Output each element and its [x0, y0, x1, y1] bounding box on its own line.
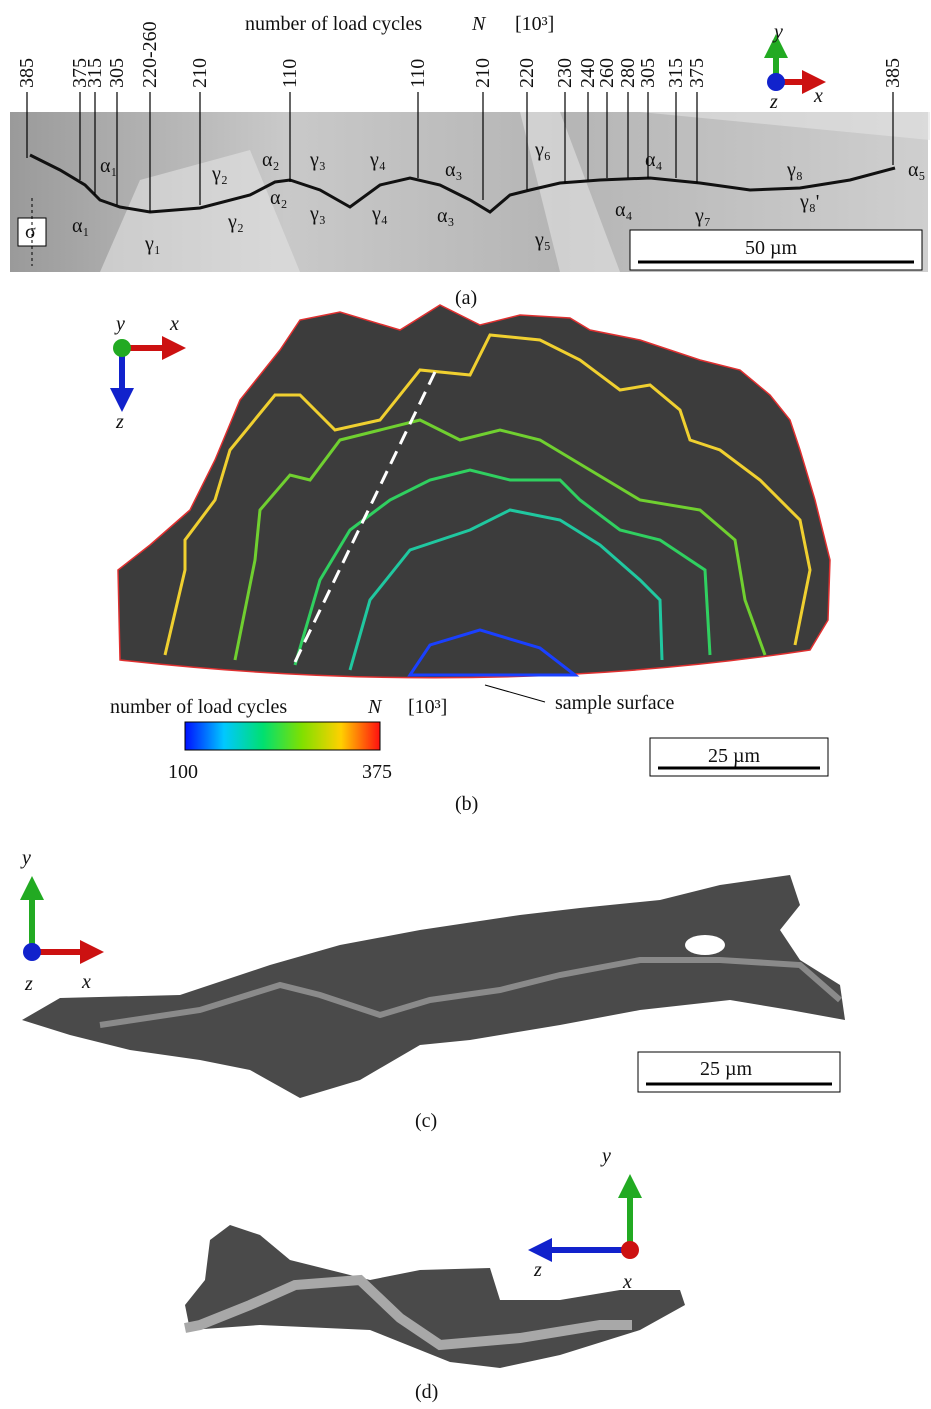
figure: number of load cyclesN[10³]3853753153052… — [0, 0, 931, 1409]
axis-label: z — [769, 91, 778, 113]
cycle-label: 220 — [516, 58, 538, 88]
cycle-label: 210 — [189, 58, 211, 88]
scale-bar-label: 50 µm — [745, 237, 798, 259]
phase-label: α₂ — [262, 149, 279, 171]
cycle-label: 305 — [637, 58, 659, 88]
cycle-label: 315 — [665, 58, 687, 88]
phase-label: γ₄ — [369, 149, 386, 171]
phase-label: α₃ — [437, 205, 454, 227]
phase-label: γ₇ — [694, 205, 711, 227]
phase-label: α₂ — [270, 187, 287, 209]
axis-label: y — [114, 313, 125, 335]
phase-label: γ₂ — [227, 211, 244, 233]
phase-label: γ₈ — [786, 159, 803, 181]
stress-label: σ — [25, 221, 36, 243]
panel-label: (a) — [455, 287, 477, 309]
phase-label: α₄ — [615, 199, 632, 221]
title-text: number of load cycles — [110, 696, 287, 718]
phase-label: α₅ — [908, 159, 925, 181]
phase-label: γ₈' — [799, 191, 819, 213]
axis-dot — [621, 1241, 639, 1259]
axis-label: y — [20, 847, 31, 869]
scale-bar-label: 25 µm — [708, 745, 761, 767]
cycle-label: 220-260 — [139, 21, 161, 88]
phase-label: γ₅ — [534, 229, 551, 251]
cycle-label: 110 — [279, 59, 301, 88]
axis-dot — [767, 73, 785, 91]
cycle-label: 230 — [554, 58, 576, 88]
colorbar-max: 375 — [362, 761, 392, 783]
phase-label: α₁ — [100, 155, 117, 177]
scale-bar-label: 25 µm — [700, 1058, 753, 1080]
cycle-label: 280 — [617, 58, 639, 88]
title-symbol: N — [367, 696, 383, 718]
panel-label: (d) — [415, 1381, 438, 1403]
axis-label: x — [622, 1271, 632, 1293]
cycle-label: 375 — [686, 58, 708, 88]
phase-label: γ₃ — [309, 203, 326, 225]
title-unit: [10³] — [408, 696, 447, 718]
phase-label: γ₁ — [144, 233, 161, 255]
hole — [685, 935, 725, 955]
axis-label: x — [81, 971, 91, 993]
annotation-line — [485, 685, 545, 702]
axis-label: x — [813, 85, 823, 107]
cycle-label: 385 — [16, 58, 38, 88]
colorbar — [185, 722, 380, 750]
phase-label: α₄ — [645, 149, 662, 171]
annotation: sample surface — [555, 692, 675, 714]
title-symbol: N — [471, 13, 487, 35]
phase-label: γ₆ — [534, 139, 551, 161]
cycle-label: 210 — [472, 58, 494, 88]
axis-label: x — [169, 313, 179, 335]
cycle-label: 110 — [407, 59, 429, 88]
cycle-label: 385 — [882, 58, 904, 88]
panel-label: (b) — [455, 793, 478, 815]
axis-label: z — [533, 1259, 542, 1281]
colorbar-min: 100 — [168, 761, 198, 783]
axis-label: z — [115, 411, 124, 433]
title-unit: [10³] — [515, 13, 554, 35]
axis-label: y — [772, 21, 783, 43]
axis-dot — [23, 943, 41, 961]
cycle-label: 315 — [84, 58, 106, 88]
title-text: number of load cycles — [245, 13, 422, 35]
axis-label: z — [24, 973, 33, 995]
cycle-label: 305 — [106, 58, 128, 88]
phase-label: γ₄ — [371, 203, 388, 225]
panel-label: (c) — [415, 1110, 437, 1132]
phase-label: α₁ — [72, 215, 89, 237]
fracture-surface — [118, 305, 830, 678]
phase-label: γ₂ — [211, 163, 228, 185]
phase-label: γ₃ — [309, 149, 326, 171]
axis-label: y — [600, 1145, 611, 1167]
cycle-label: 260 — [596, 58, 618, 88]
phase-label: α₃ — [445, 159, 462, 181]
axis-dot — [113, 339, 131, 357]
